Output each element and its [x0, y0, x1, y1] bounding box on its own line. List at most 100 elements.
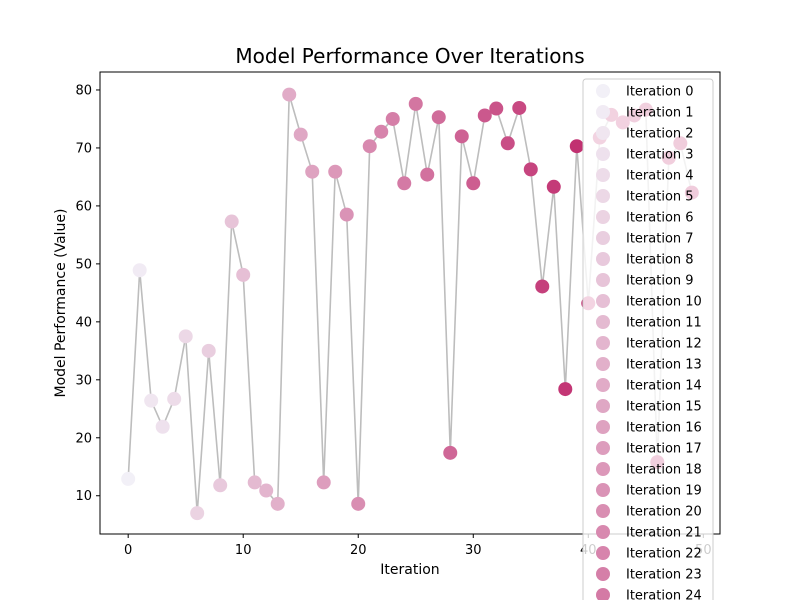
legend-label: Iteration 14 [626, 379, 702, 394]
legend-label: Iteration 5 [626, 190, 694, 205]
data-point [201, 343, 216, 358]
legend-marker [596, 441, 610, 455]
data-point [489, 101, 504, 116]
legend-marker [596, 231, 610, 245]
legend-label: Iteration 7 [626, 232, 694, 247]
data-point [178, 329, 193, 344]
legend-box [582, 78, 714, 600]
data-point [190, 506, 205, 521]
legend-label: Iteration 15 [626, 400, 702, 415]
data-point [259, 483, 274, 498]
legend-marker [596, 567, 610, 581]
data-point [144, 393, 159, 408]
y-tick-label: 30 [75, 373, 92, 388]
data-point [316, 475, 331, 490]
data-point [535, 279, 550, 294]
data-point [420, 167, 435, 182]
data-point [408, 96, 423, 111]
legend-label: Iteration 19 [626, 484, 702, 499]
legend-label: Iteration 16 [626, 421, 702, 436]
legend-label: Iteration 8 [626, 253, 694, 268]
y-axis-label: Model Performance (Value) [53, 208, 69, 397]
data-point [167, 391, 182, 406]
legend-marker [596, 336, 610, 350]
data-point [121, 471, 136, 486]
legend-marker [596, 399, 610, 413]
legend-marker [596, 168, 610, 182]
data-point [512, 100, 527, 115]
legend-label: Iteration 1 [626, 106, 694, 121]
data-point [477, 108, 492, 123]
legend-marker [596, 252, 610, 266]
legend-marker [596, 294, 610, 308]
data-point [351, 496, 366, 511]
legend-label: Iteration 10 [626, 295, 702, 310]
x-tick-label: 10 [235, 543, 252, 558]
data-point [270, 496, 285, 511]
y-tick-label: 50 [75, 257, 92, 272]
data-point [454, 129, 469, 144]
data-point [247, 475, 262, 490]
legend-marker [596, 378, 610, 392]
legend-marker [596, 483, 610, 497]
data-point [132, 263, 147, 278]
legend-label: Iteration 0 [626, 85, 694, 100]
legend-label: Iteration 17 [626, 442, 702, 457]
legend-marker [596, 357, 610, 371]
x-tick-label: 20 [350, 543, 367, 558]
legend-marker [596, 315, 610, 329]
legend-marker [596, 504, 610, 518]
legend-marker [596, 462, 610, 476]
legend-marker [596, 189, 610, 203]
data-point [155, 419, 170, 434]
legend-label: Iteration 22 [626, 547, 702, 562]
chart-title: Model Performance Over Iterations [235, 44, 584, 68]
legend-label: Iteration 4 [626, 169, 694, 184]
data-point [213, 478, 228, 493]
legend-label: Iteration 18 [626, 463, 702, 478]
y-tick-label: 60 [75, 199, 92, 214]
legend-marker [596, 126, 610, 140]
legend-marker [596, 546, 610, 560]
legend-marker [596, 105, 610, 119]
data-point [374, 124, 389, 139]
y-tick-label: 40 [75, 315, 92, 330]
data-point [224, 214, 239, 229]
plot-frame [99, 71, 721, 535]
x-axis-label: Iteration [380, 562, 439, 578]
data-point [500, 136, 515, 151]
legend: Iteration 0 Iteration 1 Iteration 2 Iterati… [582, 78, 714, 600]
legend-label: Iteration 13 [626, 358, 702, 373]
x-tick-label: 30 [465, 543, 482, 558]
legend-label: Iteration 20 [626, 505, 702, 520]
data-point [523, 162, 538, 177]
legend-marker [596, 84, 610, 98]
data-point [443, 445, 458, 460]
data-point [339, 207, 354, 222]
legend-label: Iteration 6 [626, 211, 694, 226]
legend-marker [596, 588, 610, 600]
data-point [362, 139, 377, 154]
legend-label: Iteration 11 [626, 316, 702, 331]
data-point [236, 267, 251, 282]
legend-label: Iteration 21 [626, 526, 702, 541]
legend-label: Iteration 2 [626, 127, 694, 142]
data-point [466, 176, 481, 191]
data-point [558, 382, 573, 397]
legend-label: Iteration 24 [626, 589, 702, 600]
y-axis: 10 20 30 40 50 60 70 80 [75, 83, 100, 504]
legend-label: Iteration 3 [626, 148, 694, 163]
data-point [546, 179, 561, 194]
legend-marker [596, 210, 610, 224]
legend-marker [596, 420, 610, 434]
data-point [397, 176, 412, 191]
data-point [569, 139, 584, 154]
data-point [305, 164, 320, 179]
legend-marker [596, 147, 610, 161]
data-point [293, 127, 308, 142]
y-tick-label: 20 [75, 431, 92, 446]
y-tick-label: 70 [75, 141, 92, 156]
data-point [385, 111, 400, 126]
legend-marker [596, 273, 610, 287]
